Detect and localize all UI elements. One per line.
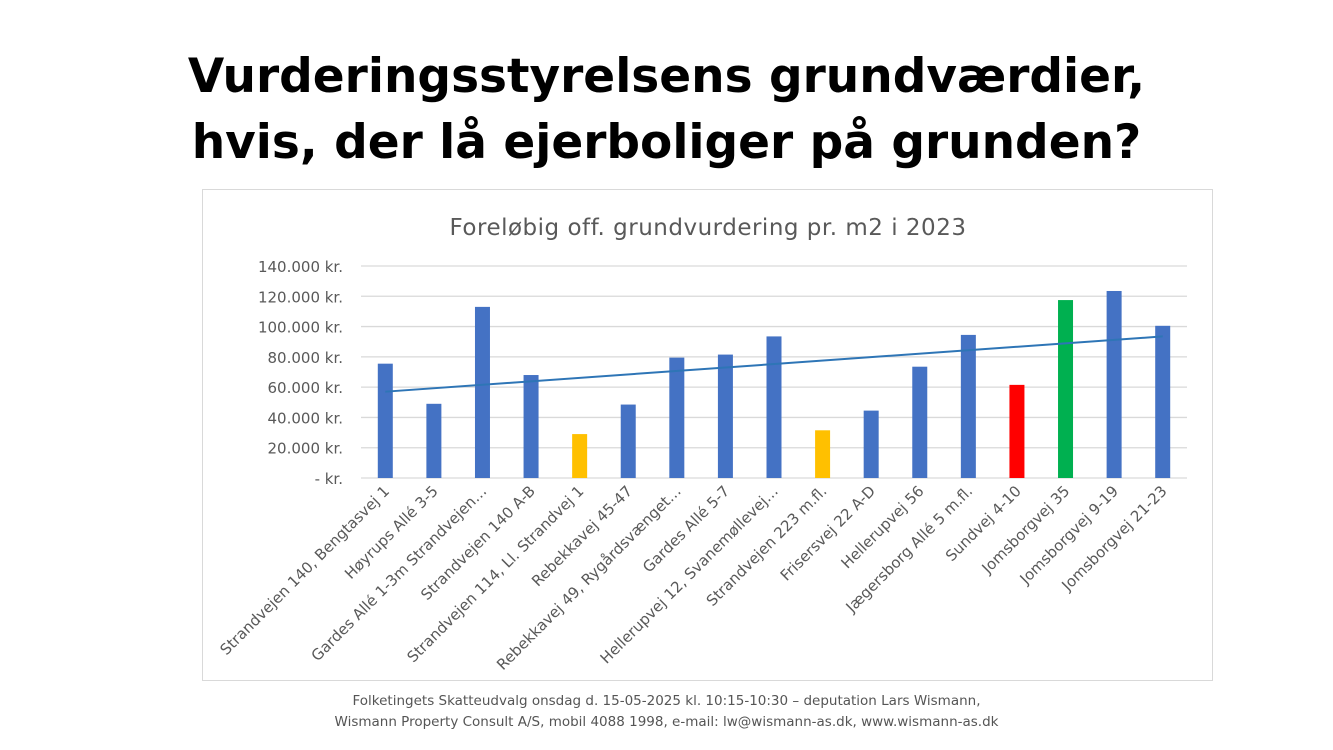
slide-title-line-2: hvis, der lå ejerboliger på grunden? [191, 115, 1142, 170]
y-tick-label: 120.000 kr. [258, 288, 343, 306]
chart-frame: Foreløbig off. grundvurdering pr. m2 i 2… [202, 189, 1213, 681]
bar [1009, 384, 1025, 478]
bar [669, 357, 685, 478]
bar [1058, 300, 1074, 478]
bar [815, 430, 831, 478]
bar [523, 375, 539, 478]
bar-chart: Foreløbig off. grundvurdering pr. m2 i 2… [217, 215, 1187, 674]
footer-line-1: Folketingets Skatteudvalg onsdag d. 15-0… [352, 693, 981, 709]
bar [717, 354, 733, 478]
y-axis-tick-labels: - kr. 20.000 kr. 40.000 kr. 60.000 kr. 80.00… [258, 258, 343, 488]
x-category-label: Gardes Allé 5-7 [639, 482, 733, 576]
y-tick-label: - kr. [315, 470, 343, 488]
bar [572, 434, 588, 478]
x-category-label: Jomsborgvej 35 [978, 482, 1074, 578]
footer-line-2: Wismann Property Consult A/S, mobil 4088… [334, 714, 999, 730]
bar [863, 410, 879, 478]
x-category-label: Gardes Allé 1-3m Strandvejen… [308, 482, 491, 665]
slide-title-line-1: Vurderingsstyrelsens grundværdier, [187, 49, 1146, 104]
x-category-label: Strandvejen 140, Bengtasvej 1 [217, 482, 394, 659]
bar [1155, 325, 1171, 478]
bar [474, 306, 490, 478]
bar [912, 366, 928, 478]
slide-title: Vurderingsstyrelsens grundværdier, hvis,… [0, 44, 1333, 176]
trendline [385, 335, 1163, 393]
bar [620, 404, 636, 478]
bar [377, 363, 393, 478]
trendline-group [385, 335, 1163, 393]
chart-title: Foreløbig off. grundvurdering pr. m2 i 2… [450, 215, 967, 241]
bar [426, 403, 442, 478]
y-tick-label: 140.000 kr. [258, 258, 343, 276]
y-tick-label: 20.000 kr. [268, 440, 344, 458]
bar [1106, 290, 1122, 478]
footer: Folketingets Skatteudvalg onsdag d. 15-0… [0, 691, 1333, 733]
x-category-label: Hellerupvej 56 [838, 482, 928, 572]
bar [960, 334, 976, 478]
y-tick-label: 100.000 kr. [258, 319, 343, 337]
y-tick-label: 60.000 kr. [268, 379, 344, 397]
x-category-label: Strandvejen 114, Ll. Strandvej 1 [404, 482, 588, 666]
y-tick-label: 40.000 kr. [268, 409, 344, 427]
bar [766, 336, 782, 478]
bars [377, 290, 1171, 478]
x-category-label: Hellerupvej 12, Svanemøllevej… [597, 482, 782, 667]
y-tick-label: 80.000 kr. [268, 349, 344, 367]
